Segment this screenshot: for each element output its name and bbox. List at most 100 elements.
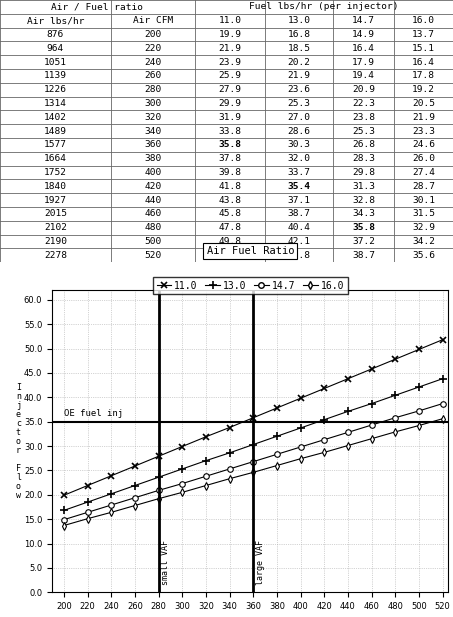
Text: 400: 400 <box>144 168 162 177</box>
Text: 23.6: 23.6 <box>288 85 310 94</box>
Text: 260: 260 <box>144 72 162 80</box>
Text: 43.8: 43.8 <box>288 251 310 260</box>
Text: 32.0: 32.0 <box>288 154 310 164</box>
Text: 1577: 1577 <box>44 141 67 149</box>
Text: 21.9: 21.9 <box>288 72 310 80</box>
Text: 35.4: 35.4 <box>288 182 310 191</box>
Text: 43.8: 43.8 <box>218 196 241 205</box>
Text: 1314: 1314 <box>44 99 67 108</box>
Text: 25.3: 25.3 <box>288 99 310 108</box>
Text: 32.8: 32.8 <box>352 196 375 205</box>
Text: 15.1: 15.1 <box>412 44 435 53</box>
Text: 26.8: 26.8 <box>352 141 375 149</box>
Text: 32.9: 32.9 <box>412 223 435 232</box>
Text: 2278: 2278 <box>44 251 67 260</box>
Text: 38.7: 38.7 <box>352 251 375 260</box>
Text: 34.2: 34.2 <box>412 237 435 246</box>
Text: Air lbs/hr: Air lbs/hr <box>27 16 84 25</box>
Text: 27.4: 27.4 <box>412 168 435 177</box>
Text: 42.1: 42.1 <box>288 237 310 246</box>
Text: 1489: 1489 <box>44 126 67 136</box>
Text: 49.8: 49.8 <box>218 237 241 246</box>
Text: 360: 360 <box>144 141 162 149</box>
Text: 380: 380 <box>144 154 162 164</box>
Text: 964: 964 <box>47 44 64 53</box>
Text: small VAF: small VAF <box>161 540 170 585</box>
Text: 520: 520 <box>144 251 162 260</box>
Text: I
n
j
e
c
t
o
r
 
F
l
o
w: I n j e c t o r F l o w <box>16 383 21 500</box>
Text: 28.7: 28.7 <box>412 182 435 191</box>
Text: 28.6: 28.6 <box>288 126 310 136</box>
Text: 21.9: 21.9 <box>412 113 435 122</box>
Text: 220: 220 <box>144 44 162 53</box>
Text: 876: 876 <box>47 30 64 39</box>
Text: 17.9: 17.9 <box>352 57 375 67</box>
Text: 41.8: 41.8 <box>218 182 241 191</box>
Text: 30.1: 30.1 <box>412 196 435 205</box>
Text: 16.4: 16.4 <box>412 57 435 67</box>
Text: 23.8: 23.8 <box>352 113 375 122</box>
Text: Fuel lbs/hr (per injector): Fuel lbs/hr (per injector) <box>249 2 399 11</box>
Text: 1051: 1051 <box>44 57 67 67</box>
Text: 39.8: 39.8 <box>218 168 241 177</box>
Text: 16.8: 16.8 <box>288 30 310 39</box>
Text: 1664: 1664 <box>44 154 67 164</box>
Text: 25.3: 25.3 <box>352 126 375 136</box>
Text: 24.6: 24.6 <box>412 141 435 149</box>
Text: 35.6: 35.6 <box>412 251 435 260</box>
Text: 31.5: 31.5 <box>412 209 435 218</box>
Text: 19.2: 19.2 <box>412 85 435 94</box>
Text: 14.9: 14.9 <box>352 30 375 39</box>
Text: 19.9: 19.9 <box>218 30 241 39</box>
Text: 1226: 1226 <box>44 85 67 94</box>
Text: 200: 200 <box>144 30 162 39</box>
Text: 300: 300 <box>144 99 162 108</box>
Text: 1840: 1840 <box>44 182 67 191</box>
Text: 35.8: 35.8 <box>218 141 241 149</box>
Text: 240: 240 <box>144 57 162 67</box>
Text: 47.8: 47.8 <box>218 223 241 232</box>
Text: 16.4: 16.4 <box>352 44 375 53</box>
Text: 23.3: 23.3 <box>412 126 435 136</box>
Text: 2102: 2102 <box>44 223 67 232</box>
Text: 2190: 2190 <box>44 237 67 246</box>
Text: 13.7: 13.7 <box>412 30 435 39</box>
Text: 440: 440 <box>144 196 162 205</box>
Text: 25.9: 25.9 <box>218 72 241 80</box>
Text: 11.0: 11.0 <box>218 16 241 25</box>
Text: 37.1: 37.1 <box>288 196 310 205</box>
Text: 22.3: 22.3 <box>352 99 375 108</box>
Text: OE fuel inj: OE fuel inj <box>64 409 123 418</box>
Text: 51.8: 51.8 <box>218 251 241 260</box>
Text: 33.8: 33.8 <box>218 126 241 136</box>
Text: Air CFM: Air CFM <box>133 16 173 25</box>
Text: 20.9: 20.9 <box>352 85 375 94</box>
Text: 33.7: 33.7 <box>288 168 310 177</box>
Text: large VAF: large VAF <box>255 540 265 585</box>
Text: 1402: 1402 <box>44 113 67 122</box>
Text: 500: 500 <box>144 237 162 246</box>
Text: 18.5: 18.5 <box>288 44 310 53</box>
Text: 27.0: 27.0 <box>288 113 310 122</box>
Text: 35.8: 35.8 <box>352 223 375 232</box>
Text: 28.3: 28.3 <box>352 154 375 164</box>
Text: 23.9: 23.9 <box>218 57 241 67</box>
Text: 29.8: 29.8 <box>352 168 375 177</box>
Text: 2015: 2015 <box>44 209 67 218</box>
Text: 30.3: 30.3 <box>288 141 310 149</box>
Text: 29.9: 29.9 <box>218 99 241 108</box>
Text: 27.9: 27.9 <box>218 85 241 94</box>
Text: 31.9: 31.9 <box>218 113 241 122</box>
Text: 460: 460 <box>144 209 162 218</box>
Text: 14.7: 14.7 <box>352 16 375 25</box>
Text: 20.5: 20.5 <box>412 99 435 108</box>
Text: 34.3: 34.3 <box>352 209 375 218</box>
Text: 280: 280 <box>144 85 162 94</box>
Text: 21.9: 21.9 <box>218 44 241 53</box>
Text: 1752: 1752 <box>44 168 67 177</box>
Text: 16.0: 16.0 <box>412 16 435 25</box>
Text: 19.4: 19.4 <box>352 72 375 80</box>
Text: 17.8: 17.8 <box>412 72 435 80</box>
Text: Air / Fuel ratio: Air / Fuel ratio <box>51 2 144 11</box>
Text: 1139: 1139 <box>44 72 67 80</box>
